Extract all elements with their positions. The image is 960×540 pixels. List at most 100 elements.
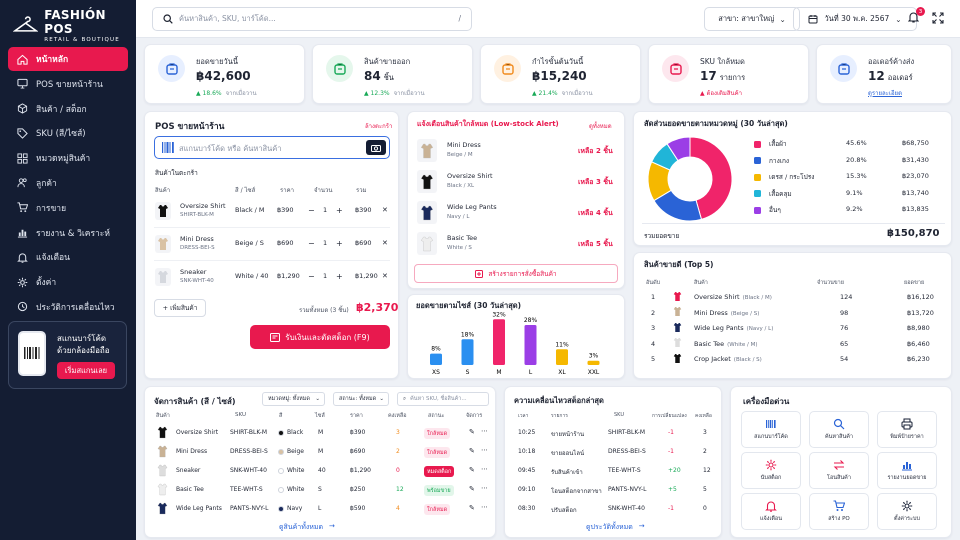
sidebar-item-cart[interactable]: การขาย — [8, 196, 128, 220]
camera-button[interactable] — [366, 140, 386, 155]
edit-icon[interactable]: ✎ — [469, 504, 475, 512]
more-icon[interactable]: ⋯ — [481, 446, 488, 454]
add-item-button[interactable]: + เพิ่มสินค้า — [154, 299, 206, 317]
remove-item-icon[interactable]: ✕ — [382, 272, 388, 280]
sidebar-item-chart[interactable]: รายงาน & วิเคราะห์ — [8, 221, 128, 245]
quick-tool-transfer[interactable]: โอนสินค้า — [809, 452, 869, 489]
cart-item-qty[interactable]: 1 — [323, 272, 328, 280]
edit-icon[interactable]: ✎ — [469, 428, 475, 436]
remove-item-icon[interactable]: ✕ — [382, 206, 388, 214]
sidebar-item-bell[interactable]: แจ้งเตือน — [8, 245, 128, 269]
cart-item-qty[interactable]: 1 — [323, 239, 328, 247]
product-thumbnail — [672, 321, 682, 333]
movement-left: 2 — [703, 448, 707, 455]
sidebar-item-monitor[interactable]: POS ขายหน้าร้าน — [8, 72, 128, 96]
qty-minus-button[interactable]: − — [308, 206, 315, 215]
quick-tool-barcode[interactable]: สแกนบาร์โค้ด — [741, 411, 801, 448]
category-filter[interactable]: หมวดหมู่: ทั้งหมด ⌄ — [262, 392, 325, 406]
more-icon[interactable]: ⋯ — [481, 484, 488, 492]
kpi-card: สินค้าขายออก 84 ชิ้น ▲ 12.3% จากเมื่อวาน — [312, 44, 473, 104]
trend-up-icon: ▲ — [196, 90, 203, 97]
cart-item-qty[interactable]: 1 — [323, 206, 328, 214]
quick-tool-label: นับสต็อก — [760, 475, 782, 481]
lowstock-item-variant: Navy / L — [447, 214, 470, 220]
sidebar-item-box[interactable]: สินค้า / สต็อก — [8, 97, 128, 121]
qty-minus-button[interactable]: − — [308, 272, 315, 281]
quick-tool-chart[interactable]: รายงานยอดขาย — [877, 452, 937, 489]
size-bar — [493, 319, 505, 365]
more-icon[interactable]: ⋯ — [481, 503, 488, 511]
notification-count: 3 — [916, 7, 925, 16]
inventory-search-input[interactable]: ⌕ ค้นหา SKU, ชื่อสินค้า... — [397, 392, 489, 406]
quick-tool-search[interactable]: ค้นหาสินค้า — [809, 411, 869, 448]
top5-variant: (Black / S) — [733, 357, 762, 363]
lowstock-see-all[interactable]: ดูทั้งหมด — [589, 123, 612, 130]
movement-column-header: เวลา — [518, 413, 529, 419]
legend-swatch — [754, 173, 761, 181]
inventory-see-all-link[interactable]: ดูสินค้าทั้งหมด → — [279, 522, 335, 533]
movement-change: -1 — [668, 429, 674, 436]
edit-icon[interactable]: ✎ — [469, 466, 475, 474]
branch-selector[interactable]: สาขา: สาขาใหญ่ ⌄ — [704, 7, 800, 31]
kpi-detail-link[interactable]: ดูรายละเอียด — [868, 90, 902, 97]
global-search-input[interactable]: ค้นหาสินค้า, SKU, บาร์โค้ด... / — [152, 7, 472, 31]
inventory-color: Beige — [278, 448, 304, 455]
calendar-icon — [808, 15, 818, 24]
kpi-trend-note: ต้องเติมสินค้า — [706, 90, 743, 97]
more-icon[interactable]: ⋯ — [481, 427, 488, 435]
product-thumbnail — [155, 202, 171, 220]
quick-tool-bell[interactable]: แจ้งเตือน — [741, 493, 801, 530]
checkout-button[interactable]: รับเงินและตัดสต็อก (F9) — [250, 325, 390, 349]
start-scan-button[interactable]: เริ่มสแกนเลย — [57, 362, 115, 379]
sidebar-item-home[interactable]: หน้าหลัก — [8, 47, 128, 71]
product-thumbnail — [155, 425, 169, 440]
sidebar-item-history[interactable]: ประวัติการเคลื่อนไหว — [8, 295, 128, 319]
chevron-down-icon: ⌄ — [379, 396, 384, 402]
sidebar-item-tag[interactable]: SKU (สี/ไซส์) — [8, 121, 128, 145]
qty-minus-button[interactable]: − — [308, 239, 315, 248]
quick-tool-printer[interactable]: พิมพ์ป้ายราคา — [877, 411, 937, 448]
create-po-button[interactable]: สร้างรายการสั่งซื้อสินค้า — [414, 264, 618, 283]
inventory-sku: SNK-WHT-40 — [230, 467, 267, 474]
gear-icon — [765, 459, 777, 471]
more-icon[interactable]: ⋯ — [481, 465, 488, 473]
cart-item-name: Mini Dress — [180, 235, 214, 243]
legend-swatch — [754, 206, 761, 214]
qty-plus-button[interactable]: + — [336, 272, 343, 281]
app-logo[interactable]: FASHIÓN POS RETAIL & BOUTIQUE — [13, 8, 136, 43]
quick-tool-label: ค้นหาสินค้า — [824, 434, 854, 440]
notification-button[interactable]: 3 — [907, 7, 925, 25]
quick-tool-cart[interactable]: สร้าง PO — [809, 493, 869, 530]
sidebar-item-users[interactable]: ลูกค้า — [8, 171, 128, 195]
barcode-search-input[interactable]: สแกนบาร์โค้ด หรือ ค้นหาสินค้า — [154, 136, 390, 159]
cart-item-price: ฿390 — [277, 206, 294, 214]
edit-icon[interactable]: ✎ — [469, 485, 475, 493]
fullscreen-button[interactable] — [932, 12, 944, 26]
top5-column-header: สินค้า — [694, 280, 708, 286]
kpi-card: ยอดขายวันนี้ ฿42,600 ▲ 18.6% จากเมื่อวาน — [144, 44, 305, 104]
clear-cart-link[interactable]: ล้างตะกร้า — [365, 123, 393, 130]
qty-plus-button[interactable]: + — [336, 206, 343, 215]
edit-icon[interactable]: ✎ — [469, 447, 475, 455]
bar-category-label: XS — [432, 369, 440, 376]
cart-icon — [833, 500, 845, 511]
inventory-price: ฿250 — [350, 486, 366, 493]
sidebar-item-grid[interactable]: หมวดหมู่สินค้า — [8, 146, 128, 170]
size-bar — [430, 353, 442, 365]
pos-panel: POS ขายหน้าร้าน ล้างตะกร้า สแกนบาร์โค้ด … — [144, 111, 399, 379]
inventory-stock: 2 — [396, 448, 400, 455]
inventory-column-header: ไซส์ — [315, 413, 325, 419]
quick-tool-gear[interactable]: ตั้งค่าระบบ — [877, 493, 937, 530]
inventory-color: Black — [278, 429, 303, 436]
cart-label: สินค้าในตะกร้า — [155, 169, 198, 177]
bar-category-label: XL — [558, 369, 566, 376]
top5-rank: 2 — [651, 308, 656, 317]
movements-see-all-link[interactable]: ดูประวัติทั้งหมด → — [586, 522, 645, 533]
remove-item-icon[interactable]: ✕ — [382, 239, 388, 247]
quick-tool-gear[interactable]: นับสต็อก — [741, 452, 801, 489]
qty-plus-button[interactable]: + — [336, 239, 343, 248]
legend-category: กางเกง — [769, 156, 790, 165]
sidebar-item-gear[interactable]: ตั้งค่า — [8, 270, 128, 294]
status-filter[interactable]: สถานะ: ทั้งหมด ⌄ — [333, 392, 389, 406]
date-picker[interactable]: วันที่ 30 พ.ค. 2567 ⌄ — [793, 7, 917, 31]
